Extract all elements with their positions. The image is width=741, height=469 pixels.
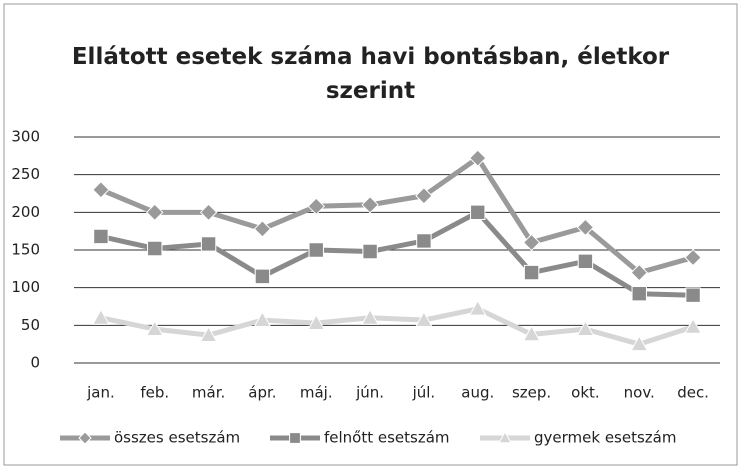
data-point (415, 311, 433, 327)
y-tick-label: 50 (21, 316, 40, 334)
x-tick-label: jún. (355, 384, 384, 402)
series-line (99, 155, 694, 276)
series-line (100, 209, 694, 298)
data-point (92, 181, 110, 199)
data-point (254, 268, 271, 285)
x-tick-label: ápr. (248, 384, 276, 402)
data-point (200, 236, 217, 252)
x-tick-label: már. (192, 384, 225, 402)
y-tick-label: 100 (11, 278, 40, 296)
x-tick-label: júl. (412, 384, 436, 402)
data-point (146, 203, 164, 222)
series-line (100, 306, 694, 347)
legend-label: gyermek esetszám (534, 429, 676, 447)
y-tick-label: 0 (30, 354, 40, 372)
data-point (630, 263, 648, 282)
x-tick-label: nov. (624, 384, 655, 402)
y-tick-label: 300 (11, 128, 40, 146)
x-tick-label: aug. (461, 384, 494, 402)
y-tick-label: 200 (11, 203, 40, 221)
legend-marker (498, 430, 512, 444)
data-point (522, 325, 541, 342)
data-point (470, 204, 486, 221)
data-point (361, 196, 379, 214)
data-point (92, 308, 110, 325)
legend-marker (289, 432, 301, 444)
data-point (631, 285, 647, 302)
data-point (576, 218, 595, 237)
data-point (93, 228, 109, 245)
chart-title: Ellátott esetek száma havi bontásban, él… (71, 44, 670, 104)
data-point (469, 149, 487, 167)
data-point (630, 335, 649, 352)
data-point (199, 326, 218, 343)
x-tick-label: máj. (300, 384, 333, 402)
data-point (685, 287, 701, 303)
data-point (522, 233, 541, 252)
data-point (576, 320, 595, 336)
x-tick-label: dec. (677, 384, 709, 402)
x-tick-label: szep. (512, 384, 551, 402)
data-point (362, 243, 378, 260)
data-point (416, 233, 432, 249)
data-point (253, 220, 272, 238)
data-point (307, 197, 325, 216)
data-point (308, 242, 324, 258)
x-tick-label: okt. (571, 384, 600, 402)
data-point (468, 299, 487, 316)
data-point (253, 311, 272, 327)
legend-marker (78, 431, 92, 445)
data-point (523, 264, 540, 281)
data-point (577, 253, 594, 269)
x-tick-label: jan. (86, 384, 115, 402)
legend-label: felnőtt esetszám (324, 429, 450, 447)
data-point (415, 187, 433, 205)
y-tick-label: 250 (11, 165, 40, 183)
data-point (307, 314, 326, 330)
data-point (147, 240, 163, 257)
chart-border (3, 3, 738, 466)
data-point (684, 248, 702, 267)
legend-label: összes esetszám (114, 429, 240, 447)
y-tick-label: 150 (11, 241, 40, 259)
data-point (145, 320, 164, 336)
x-tick-label: feb. (140, 384, 169, 402)
data-point (199, 203, 218, 222)
data-point (684, 317, 702, 334)
data-point (361, 308, 379, 325)
